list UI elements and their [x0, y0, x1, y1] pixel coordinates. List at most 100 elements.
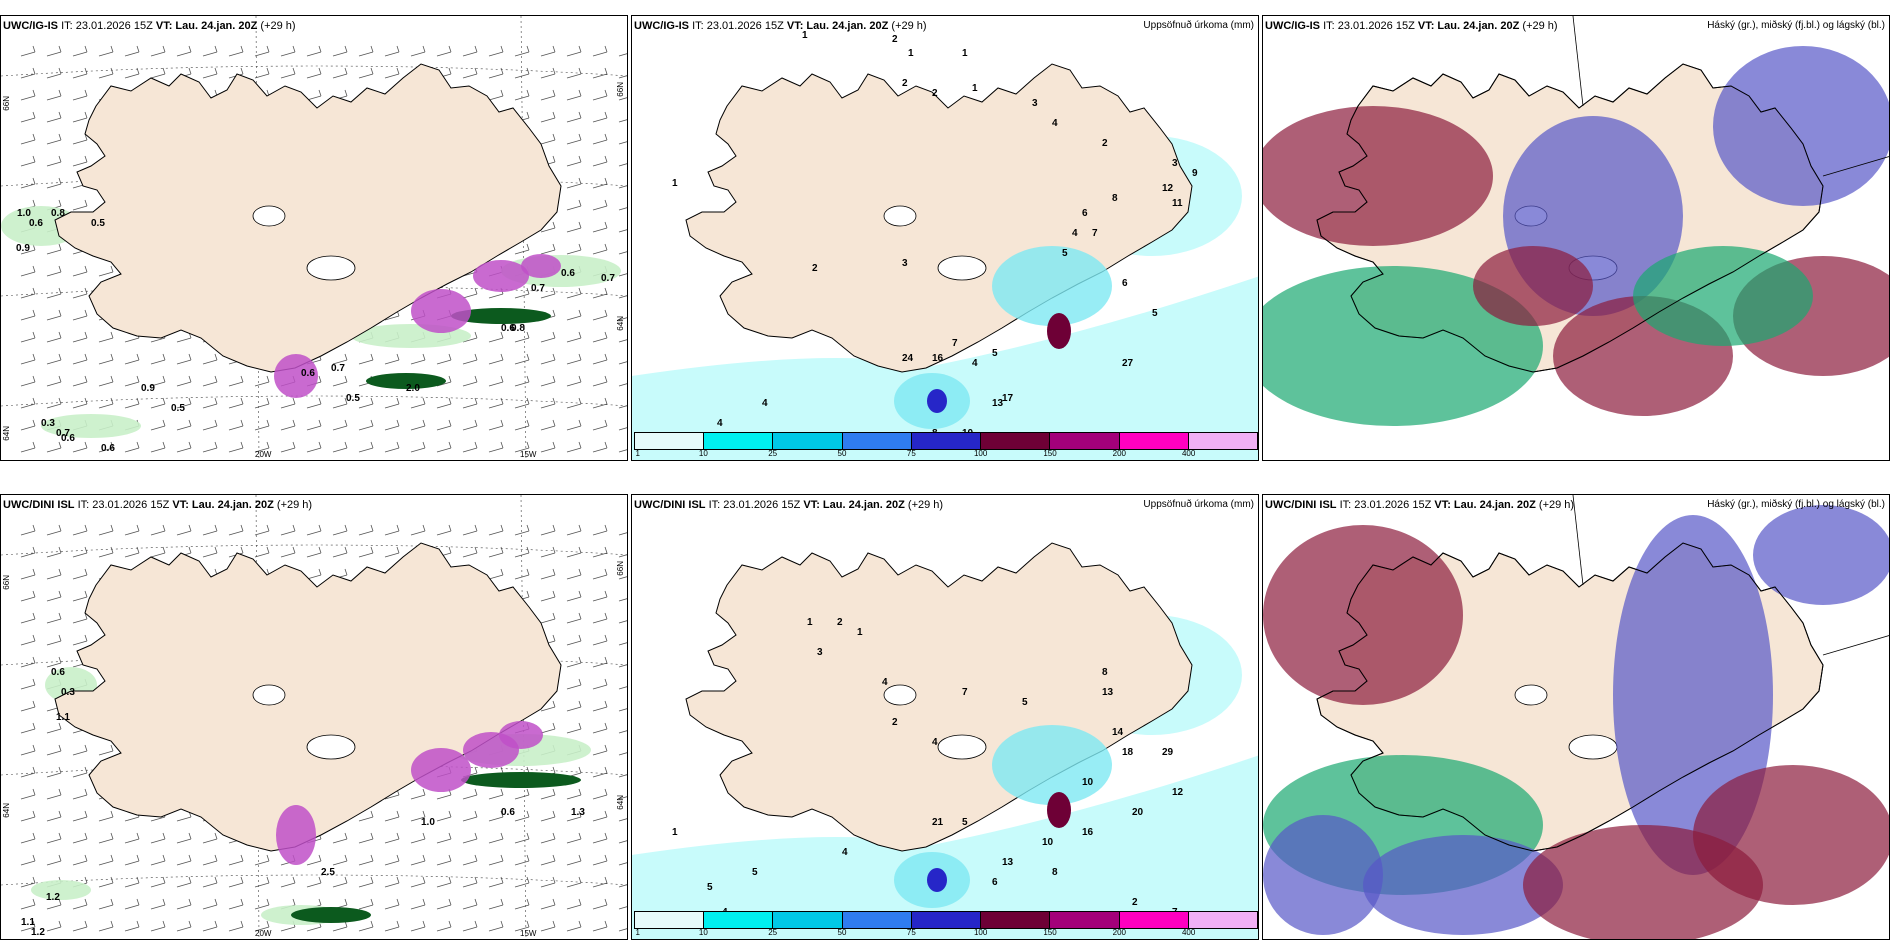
wind-barb	[46, 634, 62, 646]
wind-barb	[176, 832, 192, 844]
wind-barb	[566, 177, 582, 189]
wind-barb	[566, 634, 582, 646]
precip-value: 10	[1042, 837, 1054, 848]
precip-value: 1	[908, 48, 914, 59]
precip-value: 5	[752, 867, 758, 878]
wind-barb	[592, 331, 608, 343]
wind-barb	[202, 920, 218, 932]
icing-value: 0.8	[511, 323, 525, 334]
precip-value: 29	[1162, 747, 1174, 758]
colorbar-tick-label: 100	[973, 449, 988, 458]
cloud-panel-top: UWC/IG-IS IT: 23.01.2026 15Z VT: Lau. 24…	[1262, 15, 1890, 461]
lead-time: (+29 h)	[260, 20, 296, 32]
wind-barb	[228, 375, 244, 387]
precip-value: 1	[807, 617, 813, 628]
colorbar-swatch	[773, 912, 843, 928]
wind-barb	[618, 642, 627, 646]
wind-barb	[462, 876, 478, 888]
wind-barb	[306, 876, 322, 888]
model-name: UWC/DINI ISL	[3, 499, 75, 511]
colorbar-swatch	[704, 912, 774, 928]
wind-barb	[488, 810, 504, 822]
wind-barb	[20, 546, 36, 558]
lead-time: (+29 h)	[1522, 20, 1558, 32]
wind-barb	[228, 876, 244, 888]
glacier-outline	[883, 205, 917, 227]
wind-barb	[254, 375, 270, 387]
wind-barb	[20, 441, 36, 453]
wind-barb	[410, 810, 426, 822]
precip-value: 10	[1082, 777, 1094, 788]
wind-barb	[306, 419, 322, 431]
wind-barb	[540, 331, 556, 343]
colorbar-swatch	[1188, 433, 1257, 449]
precip-value: 1	[672, 827, 678, 838]
precip-value: 4	[972, 358, 978, 369]
wind-barb	[332, 45, 348, 57]
icing-value: 0.6	[61, 433, 75, 444]
precip-value: 18	[1122, 747, 1134, 758]
colorbar-tick-label: 50	[837, 928, 847, 937]
glacier-outline	[937, 734, 987, 760]
wind-barb	[410, 876, 426, 888]
wind-barb	[306, 546, 322, 558]
wind-barb	[566, 898, 582, 910]
wind-barb	[46, 854, 62, 866]
wind-barb	[20, 89, 36, 101]
wind-barb	[566, 45, 582, 57]
wind-barb	[124, 898, 140, 910]
wind-barb	[358, 810, 374, 822]
precip-title: Uppsöfnuð úrkoma (mm)	[1143, 20, 1254, 31]
wind-barb	[150, 898, 166, 910]
wind-barb	[618, 251, 627, 255]
panel-header: UWC/DINI ISL IT: 23.01.2026 15Z VT: Lau.…	[1265, 499, 1574, 511]
wind-barb	[566, 568, 582, 580]
precip-value: 20	[1132, 807, 1144, 818]
wind-barb	[280, 45, 296, 57]
wind-barb	[46, 375, 62, 387]
wind-barb	[540, 67, 556, 79]
vt-prefix: VT:	[172, 499, 189, 511]
wind-barb	[254, 419, 270, 431]
wind-barb	[436, 419, 452, 431]
precip-value: 7	[952, 338, 958, 349]
precip-value: 6	[1082, 208, 1088, 219]
wind-barb	[436, 854, 452, 866]
icing-value: 0.6	[51, 667, 65, 678]
wind-barb	[488, 788, 504, 800]
colorbar-tick-label: 10	[698, 449, 708, 458]
wind-barb	[72, 898, 88, 910]
model-name: UWC/IG-IS	[1265, 20, 1320, 32]
lat-label: 66N	[616, 561, 625, 576]
colorbar-swatch	[981, 433, 1051, 449]
wind-barb	[566, 309, 582, 321]
wind-barb	[540, 45, 556, 57]
precip-value: 11	[1172, 198, 1183, 209]
wind-barb	[254, 920, 270, 932]
colorbar-swatch	[773, 433, 843, 449]
lat-label: 66N	[616, 82, 625, 97]
wind-barb	[20, 876, 36, 888]
wind-barb	[46, 133, 62, 145]
icing-value: 1.2	[46, 892, 60, 903]
init-time: IT: 23.01.2026 15Z	[1323, 20, 1415, 32]
init-time: IT: 23.01.2026 15Z	[692, 20, 784, 32]
wind-barb	[358, 854, 374, 866]
wind-barb	[540, 546, 556, 558]
precip-value: 2	[902, 78, 908, 89]
init-time: IT: 23.01.2026 15Z	[1339, 499, 1432, 511]
wind-barb	[254, 441, 270, 453]
wind-barb	[98, 810, 114, 822]
boundary-line	[1572, 495, 1584, 586]
wind-barb	[98, 331, 114, 343]
precip-value: 6	[1122, 278, 1128, 289]
wind-barb	[566, 89, 582, 101]
wind-barb	[566, 353, 582, 365]
wind-barb	[540, 524, 556, 536]
longitude-line	[255, 16, 260, 460]
wind-barb	[592, 309, 608, 321]
precip-value: 1	[857, 627, 863, 638]
valid-time: Lau. 24.jan. 20Z	[822, 499, 905, 511]
wind-barb	[176, 419, 192, 431]
precip-value: 7	[1092, 228, 1098, 239]
